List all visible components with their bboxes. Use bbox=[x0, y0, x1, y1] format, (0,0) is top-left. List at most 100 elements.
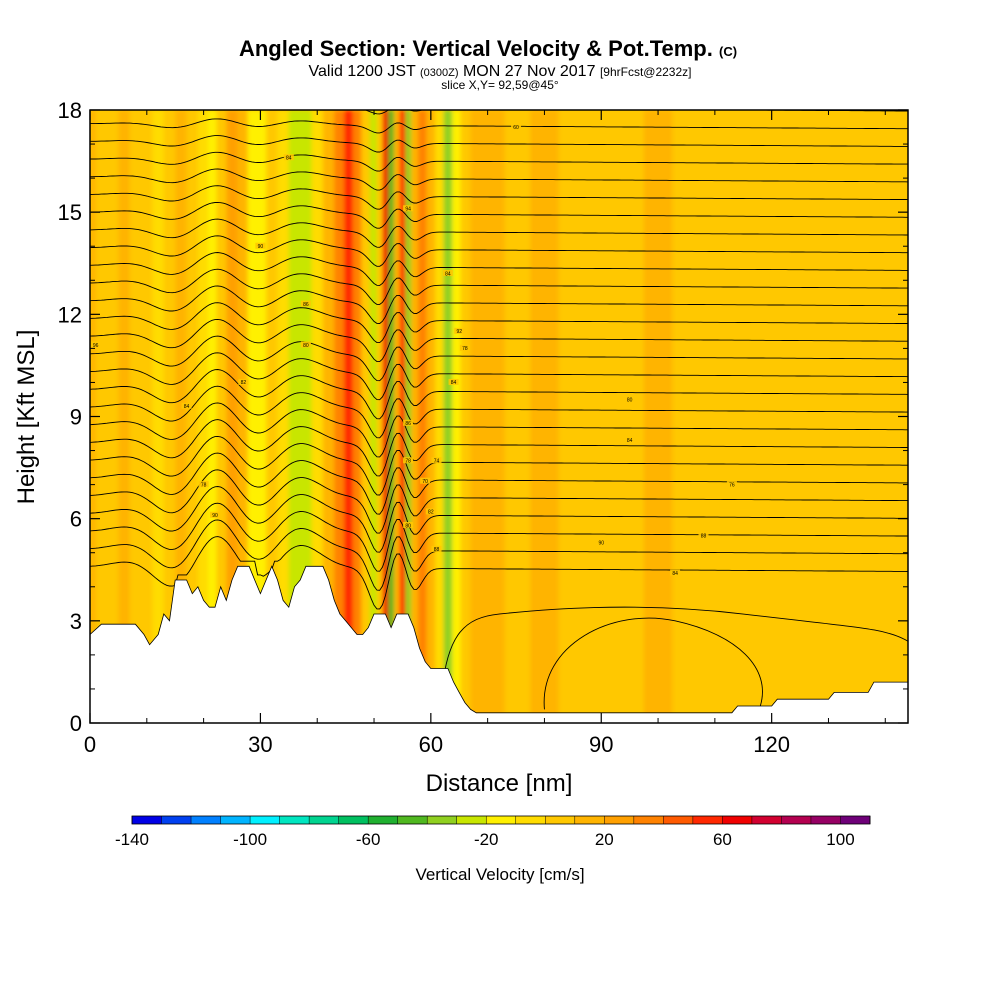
x-axis-label: Distance [nm] bbox=[426, 770, 573, 797]
colorbar-swatch bbox=[663, 816, 694, 824]
velocity-column bbox=[452, 110, 462, 723]
theta-contour bbox=[90, 502, 908, 572]
velocity-column bbox=[504, 110, 531, 723]
contour-label: 70 bbox=[420, 477, 431, 485]
velocity-column bbox=[118, 110, 131, 723]
velocity-column bbox=[197, 110, 209, 723]
colorbar-swatch bbox=[220, 816, 251, 824]
contour-label-text: 84 bbox=[627, 438, 633, 444]
theta-contour bbox=[90, 302, 908, 344]
theta-contour bbox=[90, 519, 908, 591]
velocity-column bbox=[344, 110, 354, 723]
colorbar-tick-label: -140 bbox=[115, 830, 149, 849]
velocity-column bbox=[237, 110, 249, 723]
velocity-column bbox=[785, 110, 815, 723]
contour-label: 84 bbox=[442, 269, 453, 277]
contour-label: 82 bbox=[425, 508, 436, 516]
contour-label: 90 bbox=[255, 242, 266, 250]
velocity-column bbox=[643, 110, 673, 723]
contour-label-text: 86 bbox=[405, 421, 411, 427]
theta-contour bbox=[90, 201, 908, 229]
theta-contours bbox=[90, 110, 908, 710]
contour-label: 90 bbox=[209, 511, 220, 519]
colorbar-tick-label: 60 bbox=[713, 830, 732, 849]
contour-label-text: 94 bbox=[405, 207, 411, 213]
theta-contour bbox=[90, 268, 908, 305]
theta-contour bbox=[90, 419, 908, 477]
velocity-column bbox=[729, 110, 759, 723]
y-tick-label: 6 bbox=[70, 507, 82, 532]
colorbar-swatch bbox=[279, 816, 310, 824]
velocity-column bbox=[615, 110, 645, 723]
velocity-column bbox=[95, 110, 108, 723]
contour-label: 78 bbox=[459, 344, 470, 352]
velocity-column bbox=[470, 110, 486, 723]
contour-label-text: 74 bbox=[434, 459, 440, 465]
velocity-field bbox=[90, 110, 908, 723]
contour-label: 86 bbox=[300, 300, 311, 308]
colorbar-swatch bbox=[545, 816, 576, 824]
contour-label-text: 90 bbox=[258, 244, 264, 250]
colorbar-tick-label: 20 bbox=[595, 830, 614, 849]
chart-title-main: Angled Section: Vertical Velocity & Pot.… bbox=[239, 36, 713, 61]
theta-contour-low bbox=[441, 606, 908, 689]
contour-label-text: 80 bbox=[405, 523, 411, 529]
x-tick-label: 90 bbox=[589, 732, 613, 757]
colorbar-swatch bbox=[604, 816, 635, 824]
x-tick-label: 120 bbox=[753, 732, 790, 757]
chart-title-units: (C) bbox=[719, 44, 737, 59]
contour-label-text: 84 bbox=[445, 271, 451, 277]
velocity-column bbox=[530, 110, 560, 723]
theta-contour bbox=[90, 352, 908, 401]
velocity-column bbox=[842, 110, 872, 723]
x-tick-label: 0 bbox=[84, 732, 96, 757]
velocity-column bbox=[426, 110, 436, 723]
contour-label-text: 92 bbox=[456, 329, 462, 335]
theta-contour bbox=[90, 402, 908, 458]
colorbar-swatch bbox=[486, 816, 517, 824]
velocity-column bbox=[247, 110, 257, 723]
theta-contour bbox=[90, 469, 908, 534]
contour-label: 86 bbox=[403, 419, 414, 427]
theta-contour bbox=[90, 318, 908, 363]
contour-label-text: 96 bbox=[93, 343, 99, 349]
theta-contour bbox=[90, 385, 908, 439]
terrain-shape bbox=[90, 565, 908, 723]
velocity-column bbox=[418, 110, 428, 723]
contour-label: 94 bbox=[403, 205, 414, 213]
x-tick-label: 30 bbox=[248, 732, 272, 757]
velocity-column bbox=[129, 110, 142, 723]
velocity-column bbox=[700, 110, 730, 723]
contour-label: 96 bbox=[90, 341, 101, 349]
colorbar-swatch bbox=[456, 816, 487, 824]
terrain bbox=[90, 565, 908, 723]
chart-title: Angled Section: Vertical Velocity & Pot.… bbox=[239, 36, 737, 61]
contour-label: 78 bbox=[403, 457, 414, 465]
contour-label-text: 80 bbox=[627, 397, 633, 403]
theta-contour-cell bbox=[543, 617, 763, 710]
colorbar-swatch bbox=[338, 816, 369, 824]
contour-label: 80 bbox=[624, 395, 635, 403]
colorbar-swatch bbox=[427, 816, 458, 824]
velocity-column bbox=[369, 110, 378, 723]
velocity-column bbox=[300, 110, 313, 723]
velocity-column bbox=[361, 110, 371, 723]
velocity-column bbox=[256, 110, 267, 723]
contour-label-text: 88 bbox=[701, 533, 707, 539]
contour-label: 82 bbox=[238, 378, 249, 386]
colorbar-swatch bbox=[132, 816, 162, 824]
velocity-column bbox=[382, 110, 389, 723]
colorbar-swatch bbox=[633, 816, 664, 824]
chart-subtitle-valid: Valid 1200 JST (0300Z) MON 27 Nov 2017 [… bbox=[309, 63, 692, 80]
theta-contour bbox=[90, 235, 908, 267]
theta-contour bbox=[90, 536, 908, 610]
contour-label-text: 90 bbox=[598, 540, 604, 546]
y-tick-label: 12 bbox=[58, 302, 82, 327]
colorbar-swatch bbox=[574, 816, 605, 824]
forecast-tag: [9hrFcst@2232z] bbox=[600, 65, 692, 79]
contour-label: 84 bbox=[283, 154, 294, 161]
contour-label-text: 80 bbox=[303, 343, 309, 349]
velocity-column bbox=[288, 110, 301, 723]
velocity-column bbox=[207, 110, 217, 723]
theta-contour bbox=[90, 285, 908, 324]
